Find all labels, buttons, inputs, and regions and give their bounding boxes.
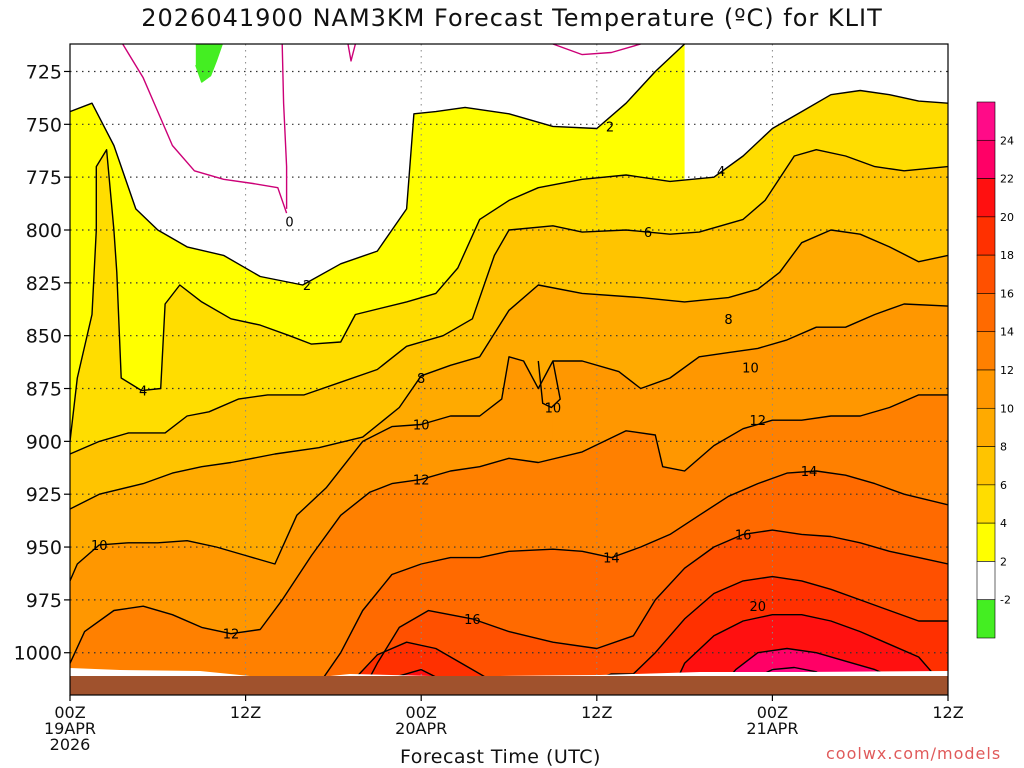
colorbar-label-2: 2 bbox=[1000, 555, 1007, 568]
x-tick-label-24-0: 00Z bbox=[406, 703, 437, 722]
y-axis: 725 750 775 800 825 850 875 900 925 950 975 1000 bbox=[14, 61, 70, 665]
isotherm-2-5 bbox=[70, 44, 686, 286]
isotherm-10-10 bbox=[537, 360, 561, 409]
contour-label-layer: 0 2 2 4 4 6 8 8 10 10 10 10 12 12 12 14 14 16 16 20 bbox=[91, 120, 817, 642]
y-tick-label-950: 950 bbox=[26, 537, 62, 559]
colorbar-label-4: 4 bbox=[1000, 517, 1007, 530]
contour-label-5: 6 bbox=[644, 226, 652, 241]
isotherm-8-8 bbox=[70, 229, 948, 510]
contour-label-16: 14 bbox=[801, 465, 818, 480]
contour-label-8: 10 bbox=[413, 418, 430, 433]
contour-label-2: 2 bbox=[606, 120, 614, 135]
colorbar-box-8 bbox=[976, 407, 996, 447]
colorbar-box-10 bbox=[976, 484, 996, 524]
isotherm-14-12 bbox=[318, 470, 948, 685]
isotherm-layer bbox=[70, 44, 948, 695]
x-tick-label-24-1: 20APR bbox=[395, 719, 447, 738]
colorbar-box-6 bbox=[976, 331, 996, 371]
isotherm-0-4 bbox=[552, 44, 641, 56]
isotherm-6-7 bbox=[70, 149, 948, 455]
contour-label-1: 2 bbox=[303, 279, 311, 294]
contour-label-3: 4 bbox=[717, 165, 725, 180]
x-tick-label-0-2: 2026 bbox=[50, 735, 91, 754]
colorbar-box-4 bbox=[976, 254, 996, 294]
colorbar-label-6: 6 bbox=[1000, 479, 1007, 492]
fill-band-minus2 bbox=[195, 44, 223, 82]
y-tick-label-725: 725 bbox=[26, 61, 62, 83]
colorbar-label-10: 10 bbox=[1000, 402, 1014, 415]
temperature-fill-layer bbox=[70, 44, 948, 695]
colorbar-box-11 bbox=[976, 522, 996, 562]
plot-frame bbox=[69, 43, 949, 696]
colorbar-label-12: 12 bbox=[1000, 364, 1014, 377]
isotherm-10-9 bbox=[70, 303, 948, 582]
colorbar-box-7 bbox=[976, 369, 996, 409]
colorbar-label-20: 20 bbox=[1000, 211, 1014, 224]
colorbar-box-9 bbox=[976, 446, 996, 486]
x-tick-label-12-0: 12Z bbox=[230, 703, 261, 722]
contour-label-10: 10 bbox=[742, 361, 759, 376]
y-tick-label-775: 775 bbox=[26, 167, 62, 189]
contour-label-17: 16 bbox=[464, 613, 481, 628]
contour-label-6: 8 bbox=[417, 372, 425, 387]
colorbar-box-12 bbox=[976, 561, 996, 601]
y-tick-label-1000: 1000 bbox=[14, 643, 62, 665]
colorbar-label-8: 8 bbox=[1000, 441, 1007, 454]
contour-label-18: 16 bbox=[735, 528, 752, 543]
x-tick-label-48-0: 00Z bbox=[757, 703, 788, 722]
y-tick-label-875: 875 bbox=[26, 379, 62, 401]
y-tick-label-925: 925 bbox=[26, 484, 62, 506]
isotherm-4-6 bbox=[70, 89, 948, 442]
isotherm-16-13 bbox=[362, 529, 948, 692]
chart-title: 2026041900 NAM3KM Forecast Temperature (… bbox=[141, 4, 883, 32]
y-tick-label-750: 750 bbox=[26, 114, 62, 136]
colorbar-box-2 bbox=[976, 178, 996, 218]
x-tick-label-60-0: 12Z bbox=[932, 703, 963, 722]
colorbar-label-24: 24 bbox=[1000, 134, 1014, 147]
contour-label-7: 8 bbox=[724, 313, 732, 328]
colorbar-box-5 bbox=[976, 293, 996, 333]
colorbar-label--2: -2 bbox=[1000, 594, 1011, 607]
colorbar-box-1 bbox=[976, 139, 996, 179]
x-tick-label-36-0: 12Z bbox=[581, 703, 612, 722]
isotherm--2-0 bbox=[195, 44, 223, 83]
isotherm-0-3 bbox=[347, 44, 357, 62]
colorbar-label-22: 22 bbox=[1000, 173, 1014, 186]
y-tick-label-800: 800 bbox=[26, 220, 62, 242]
terrain-ground bbox=[70, 676, 948, 695]
terrain-layer bbox=[70, 668, 948, 695]
isotherm-0-1 bbox=[122, 44, 288, 214]
contour-label-19: 20 bbox=[749, 600, 766, 615]
contour-label-15: 14 bbox=[603, 552, 620, 567]
y-tick-label-850: 850 bbox=[26, 326, 62, 348]
isotherm-18-14 bbox=[332, 575, 948, 695]
x-tick-label-0-1: 19APR bbox=[44, 719, 96, 738]
contour-label-4: 4 bbox=[139, 385, 147, 400]
credit-text: coolwx.com/models bbox=[826, 744, 1002, 763]
isotherm-0-2 bbox=[281, 44, 288, 209]
contour-label-9: 10 bbox=[545, 402, 562, 417]
y-tick-label-975: 975 bbox=[26, 590, 62, 612]
contour-label-12: 12 bbox=[413, 473, 430, 488]
y-tick-label-825: 825 bbox=[26, 273, 62, 295]
contour-label-11: 10 bbox=[91, 539, 108, 554]
y-tick-label-900: 900 bbox=[26, 431, 62, 453]
contour-label-0: 0 bbox=[285, 216, 293, 231]
contour-label-14: 12 bbox=[223, 628, 240, 643]
contour-label-13: 12 bbox=[749, 414, 766, 429]
x-axis-label: Forecast Time (UTC) bbox=[400, 746, 601, 768]
colorbar-box-3 bbox=[976, 216, 996, 256]
isotherm-12-11 bbox=[70, 394, 948, 664]
colorbar-label-16: 16 bbox=[1000, 287, 1014, 300]
colorbar-box-13 bbox=[976, 599, 996, 639]
colorbar-label-14: 14 bbox=[1000, 326, 1014, 339]
x-tick-label-48-1: 21APR bbox=[746, 719, 798, 738]
colorbar-label-18: 18 bbox=[1000, 249, 1014, 262]
colorbar-box-0 bbox=[976, 101, 996, 141]
x-tick-label-0-0: 00Z bbox=[54, 703, 85, 722]
